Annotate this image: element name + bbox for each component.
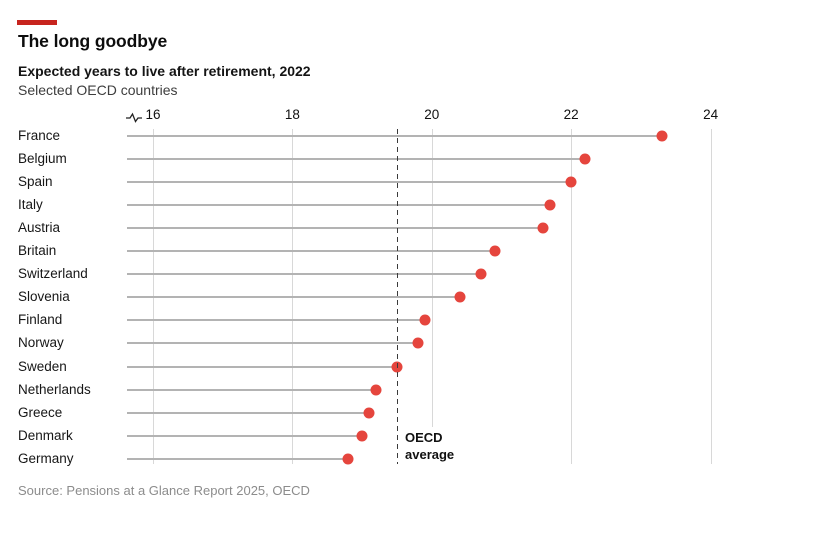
country-label: Netherlands	[18, 381, 91, 397]
lollipop-stem	[127, 273, 481, 276]
data-dot	[419, 314, 431, 326]
lollipop-stem	[127, 365, 397, 368]
lollipop-stem	[127, 411, 370, 414]
data-dot	[370, 384, 382, 396]
country-label: Italy	[18, 197, 43, 213]
data-dot	[544, 199, 556, 211]
lollipop-stem	[127, 250, 495, 253]
red-accent-bar	[17, 20, 57, 25]
x-axis-tick-label: 18	[284, 107, 300, 122]
data-dot	[579, 153, 591, 165]
x-gridline	[710, 129, 712, 464]
lollipop-stem	[127, 181, 572, 184]
x-gridline	[571, 129, 573, 464]
country-label: Norway	[18, 335, 64, 351]
data-dot	[356, 430, 368, 442]
chart-title: The long goodbye	[18, 31, 168, 51]
chart-subtitle: Expected years to live after retirement,…	[18, 63, 311, 79]
lollipop-stem	[127, 135, 662, 137]
data-dot	[454, 291, 466, 303]
lollipop-stem	[127, 434, 363, 437]
country-label: Germany	[18, 450, 74, 466]
axis-break-icon	[126, 111, 142, 123]
x-axis-tick-label: 16	[145, 107, 161, 122]
country-label: Austria	[18, 220, 61, 236]
country-label: Switzerland	[18, 266, 88, 282]
chart-subtitle-detail: Selected OECD countries	[18, 82, 178, 98]
lollipop-stem	[127, 457, 349, 460]
oecd-average-line	[396, 129, 398, 464]
x-axis-tick-label: 24	[703, 107, 719, 122]
data-dot	[412, 337, 424, 349]
lollipop-stem	[127, 227, 544, 230]
country-label: Sweden	[18, 358, 67, 374]
data-dot	[363, 407, 375, 419]
data-dot	[489, 245, 501, 257]
lollipop-stem	[127, 319, 425, 322]
country-label: Britain	[18, 243, 57, 259]
lollipop-stem	[127, 158, 586, 161]
lollipop-stem	[127, 204, 551, 207]
data-dot	[565, 176, 577, 188]
data-dot	[537, 222, 549, 234]
country-label: Denmark	[18, 427, 73, 443]
country-label: Slovenia	[18, 289, 70, 305]
oecd-average-label: OECD average	[399, 427, 467, 465]
lollipop-stem	[127, 388, 377, 391]
source-note: Source: Pensions at a Glance Report 2025…	[18, 483, 310, 498]
lollipop-stem	[127, 296, 460, 299]
data-dot	[656, 130, 668, 142]
x-axis-tick-label: 22	[563, 107, 579, 122]
country-label: France	[18, 128, 61, 144]
lollipop-stem	[127, 342, 418, 345]
data-dot	[475, 268, 487, 280]
country-label: Greece	[18, 404, 63, 420]
country-label: Finland	[18, 312, 63, 328]
x-axis-tick-label: 20	[424, 107, 440, 122]
country-label: Belgium	[18, 151, 67, 167]
country-label: Spain	[18, 174, 53, 190]
data-dot	[342, 453, 354, 465]
